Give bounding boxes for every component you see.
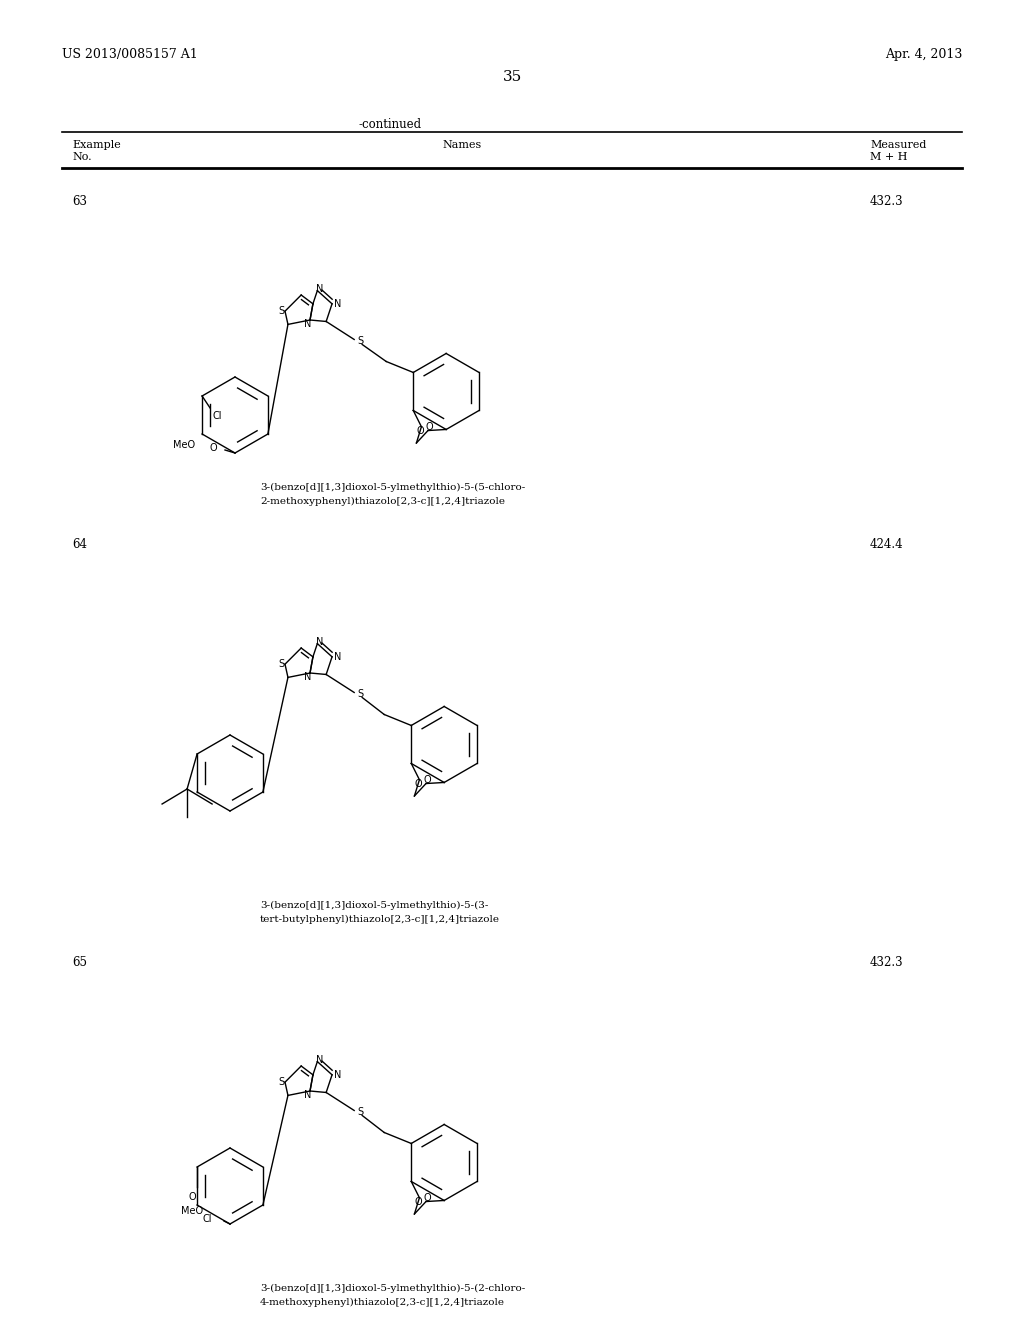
Text: O: O xyxy=(426,421,433,432)
Text: MeO: MeO xyxy=(173,440,195,450)
Text: US 2013/0085157 A1: US 2013/0085157 A1 xyxy=(62,48,198,61)
Text: O: O xyxy=(424,775,431,784)
Text: S: S xyxy=(278,659,284,669)
Text: 3-(benzo[d][1,3]dioxol-5-ylmethylthio)-5-(2-chloro-: 3-(benzo[d][1,3]dioxol-5-ylmethylthio)-5… xyxy=(260,1284,525,1294)
Text: O: O xyxy=(416,425,424,436)
Text: O: O xyxy=(414,1196,422,1206)
Text: Apr. 4, 2013: Apr. 4, 2013 xyxy=(885,48,962,61)
Text: N: N xyxy=(335,652,342,661)
Text: N: N xyxy=(304,672,311,682)
Text: 35: 35 xyxy=(503,70,521,84)
Text: Names: Names xyxy=(442,140,481,150)
Text: 424.4: 424.4 xyxy=(870,539,903,550)
Text: N: N xyxy=(315,636,323,647)
Text: Cl: Cl xyxy=(203,1214,212,1224)
Text: 63: 63 xyxy=(72,195,87,209)
Text: -continued: -continued xyxy=(358,117,422,131)
Text: 4-methoxyphenyl)thiazolo[2,3-c][1,2,4]triazole: 4-methoxyphenyl)thiazolo[2,3-c][1,2,4]tr… xyxy=(260,1298,505,1307)
Text: N: N xyxy=(304,319,311,329)
Text: Measured: Measured xyxy=(870,140,927,150)
Text: N: N xyxy=(304,1090,311,1100)
Text: MeO: MeO xyxy=(181,1206,203,1216)
Text: S: S xyxy=(357,337,364,346)
Text: 64: 64 xyxy=(72,539,87,550)
Text: Example: Example xyxy=(72,140,121,150)
Text: S: S xyxy=(357,689,364,700)
Text: O: O xyxy=(424,1193,431,1203)
Text: N: N xyxy=(335,298,342,309)
Text: 3-(benzo[d][1,3]dioxol-5-ylmethylthio)-5-(5-chloro-: 3-(benzo[d][1,3]dioxol-5-ylmethylthio)-5… xyxy=(260,483,525,492)
Text: 432.3: 432.3 xyxy=(870,195,903,209)
Text: N: N xyxy=(315,284,323,293)
Text: N: N xyxy=(335,1069,342,1080)
Text: S: S xyxy=(278,1077,284,1088)
Text: O: O xyxy=(209,444,217,453)
Text: tert-butylphenyl)thiazolo[2,3-c][1,2,4]triazole: tert-butylphenyl)thiazolo[2,3-c][1,2,4]t… xyxy=(260,915,500,924)
Text: 3-(benzo[d][1,3]dioxol-5-ylmethylthio)-5-(3-: 3-(benzo[d][1,3]dioxol-5-ylmethylthio)-5… xyxy=(260,902,488,909)
Text: No.: No. xyxy=(72,152,91,162)
Text: N: N xyxy=(315,1055,323,1065)
Text: Cl: Cl xyxy=(212,411,221,421)
Text: M + H: M + H xyxy=(870,152,907,162)
Text: O: O xyxy=(188,1192,196,1203)
Text: 65: 65 xyxy=(72,956,87,969)
Text: O: O xyxy=(414,779,422,788)
Text: 432.3: 432.3 xyxy=(870,956,903,969)
Text: 2-methoxyphenyl)thiazolo[2,3-c][1,2,4]triazole: 2-methoxyphenyl)thiazolo[2,3-c][1,2,4]tr… xyxy=(260,498,505,506)
Text: S: S xyxy=(278,306,284,317)
Text: S: S xyxy=(357,1107,364,1118)
